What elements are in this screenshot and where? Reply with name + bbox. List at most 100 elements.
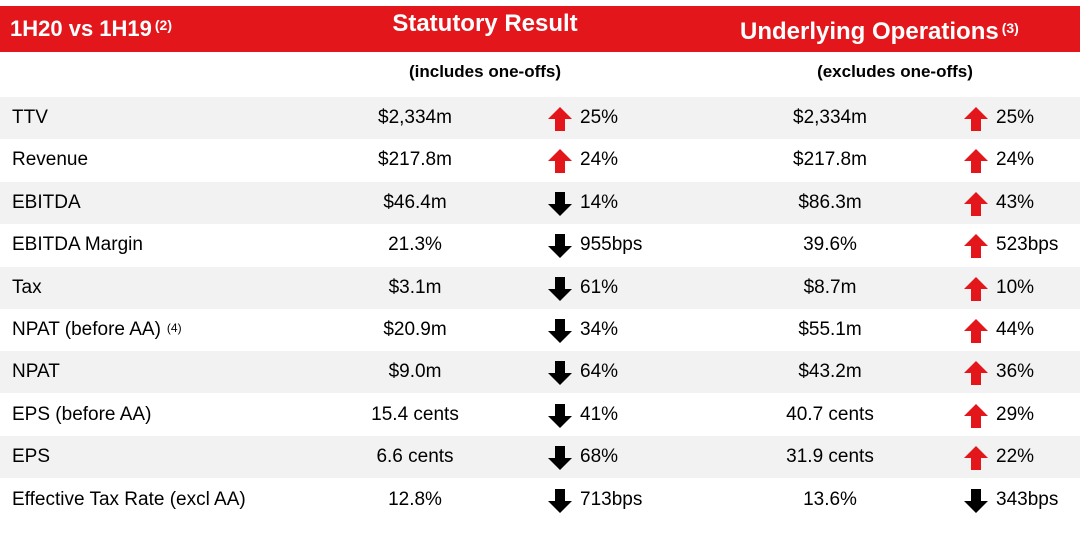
row-label-text: EPS [12,446,51,468]
row-label-text: EBITDA Margin [12,234,143,256]
row-footnote: (4) [166,321,182,335]
underlying-footnote: (3) [1001,20,1019,36]
statutory-value: $3.1m [388,276,442,298]
arrow-up-icon [548,107,572,131]
row-label-text: EBITDA [12,191,81,213]
row-label-text: Effective Tax Rate (excl AA) [12,488,246,510]
underlying-change: 24% [996,149,1035,171]
row-label-text: TTV [12,107,48,128]
row-label: Revenue [12,139,88,181]
period-footnote: (2) [154,17,173,33]
arrow-down-icon [548,276,572,301]
table-header: 1H20 vs 1H19 (2) Statutory Result Underly… [0,6,1080,52]
statutory-change: 68% [580,446,619,468]
row-label-text: Revenue [12,149,89,171]
arrow-up-icon [964,319,988,343]
underlying-value: $86.3m [798,191,862,213]
statutory-change: 61% [580,276,619,298]
underlying-value: $43.2m [798,361,862,383]
arrow-down-icon [548,319,572,343]
arrow-up-icon [964,191,988,216]
arrow-down-icon [548,361,572,386]
underlying-change: 22% [996,446,1035,468]
underlying-value: $55.1m [798,319,862,340]
row-label: NPAT [12,351,60,393]
underlying-change: 25% [996,107,1035,128]
arrow-down-icon [548,191,572,216]
statutory-change: 713bps [580,488,643,510]
statutory-change: 14% [580,191,619,213]
statutory-title: Statutory Result [392,10,578,37]
table-row: EPS 6.6 cents 68% 31.9 cents 22% [0,436,1080,479]
period-label: 1H20 vs 1H19 [10,16,152,41]
statutory-value: $46.4m [383,191,447,213]
arrow-up-icon [964,234,988,259]
table-row: EBITDA $46.4m 14% $86.3m 43% [0,181,1080,224]
table-row: EPS (before AA) 15.4 cents 41% 40.7 cents 29… [0,394,1080,436]
statutory-change: 41% [580,403,619,425]
underlying-subheader: (excludes one-offs) [817,62,973,81]
row-label: Effective Tax Rate (excl AA) [12,479,246,521]
row-label: EBITDA [12,182,81,224]
underlying-change: 43% [996,191,1035,213]
statutory-change: 25% [580,107,619,128]
period-title: 1H20 vs 1H19 (2) [10,6,172,52]
arrow-up-icon [548,149,572,174]
statutory-change: 955bps [580,234,643,256]
table-row: EBITDA Margin 21.3% 955bps 39.6% 523bps [0,224,1080,266]
statutory-value: 15.4 cents [371,403,459,425]
statutory-change: 34% [580,319,619,340]
underlying-change: 523bps [996,234,1059,256]
arrow-down-icon [548,446,572,471]
arrow-up-icon [964,107,988,131]
row-label-text: NPAT [12,361,60,383]
underlying-value: 40.7 cents [786,403,874,425]
arrow-up-icon [964,276,988,301]
underlying-value: 39.6% [803,234,857,256]
arrow-up-icon [964,149,988,174]
table-row: Revenue $217.8m 24% $217.8m 24% [0,139,1080,181]
statutory-value: 21.3% [388,234,442,256]
statutory-change: 64% [580,361,619,383]
underlying-label: Underlying Operations [740,18,999,45]
underlying-change: 29% [996,403,1035,425]
statutory-value: $20.9m [383,319,447,340]
row-label-text: EPS (before AA) [12,403,152,425]
underlying-value: $2,334m [793,107,867,128]
arrow-down-icon [548,488,572,513]
table-row: NPAT $9.0m 64% $43.2m 36% [0,351,1080,394]
row-label: EPS (before AA) [12,394,151,436]
row-label: EPS [12,436,50,478]
statutory-value: $217.8m [378,149,452,171]
row-label: Tax [12,267,42,309]
statutory-value: 12.8% [388,488,442,510]
statutory-value: $2,334m [378,107,452,128]
row-label: NPAT (before AA) (4) [12,309,182,351]
underlying-value: $217.8m [793,149,867,171]
table-row: Tax $3.1m 61% $8.7m 10% [0,266,1080,309]
underlying-change: 44% [996,319,1035,340]
arrow-up-icon [964,446,988,471]
underlying-value: 13.6% [803,488,857,510]
statutory-value: 6.6 cents [376,446,454,468]
table-row: NPAT (before AA) (4) $20.9m 34% $55.1m 44% [0,309,1080,351]
underlying-title: Underlying Operations (3) [740,9,1019,55]
underlying-change: 343bps [996,488,1059,510]
table-row: Effective Tax Rate (excl AA) 12.8% 713bps 1… [0,479,1080,521]
underlying-change: 36% [996,361,1035,383]
arrow-down-icon [964,488,988,513]
table-row: TTV $2,334m 25% $2,334m 25% [0,97,1080,139]
underlying-value: 31.9 cents [786,446,874,468]
row-label: EBITDA Margin [12,224,143,266]
arrow-down-icon [548,403,572,428]
row-label-text: Tax [12,276,42,298]
underlying-value: $8.7m [803,276,857,298]
arrow-up-icon [964,403,988,428]
statutory-change: 24% [580,149,619,171]
arrow-down-icon [548,234,572,259]
row-label-text: NPAT (before AA) [12,319,161,340]
statutory-value: $9.0m [388,361,442,383]
row-label: TTV [12,97,48,139]
arrow-up-icon [964,361,988,386]
underlying-change: 10% [996,276,1035,298]
